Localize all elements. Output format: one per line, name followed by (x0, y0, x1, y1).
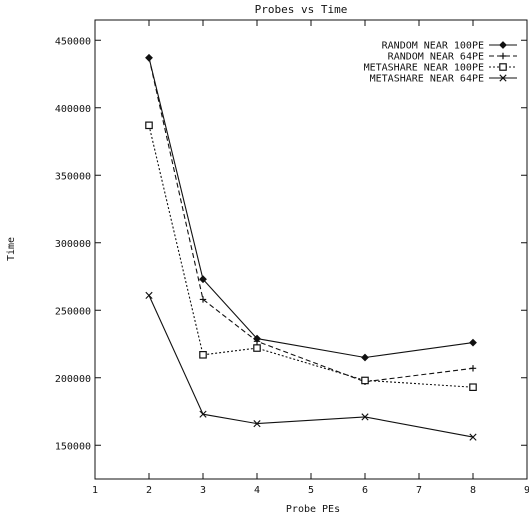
data-point (145, 121, 153, 130)
x-axis: 1 2 3 4 5 6 7 8 9 (92, 20, 529, 496)
x-tick-label: 9 (524, 485, 529, 496)
y-tick-label: 300000 (55, 239, 91, 250)
y-tick-label: 450000 (55, 36, 91, 47)
series-4 (145, 291, 477, 441)
legend-label: RANDOM NEAR 100PE (382, 41, 484, 52)
data-point (361, 376, 369, 385)
data-point (199, 410, 207, 418)
data-point (199, 351, 207, 359)
y-axis: 150000 200000 250000 300000 350000 400000 4500… (55, 36, 527, 452)
series-3 (145, 121, 477, 392)
data-point (253, 344, 261, 352)
chart-title: Probes vs Time (255, 3, 348, 16)
x-tick-label: 7 (416, 485, 422, 496)
series-2 (145, 54, 477, 385)
data-point (361, 413, 369, 421)
data-point (253, 338, 261, 345)
x-tick-label: 6 (362, 485, 368, 496)
x-axis-label: Probe PEs (286, 504, 340, 515)
data-point (469, 433, 477, 441)
y-tick-label: 400000 (55, 104, 91, 115)
series-line (148, 125, 474, 388)
x-tick-label: 1 (92, 485, 98, 496)
series-line (148, 57, 474, 359)
legend-label: METASHARE NEAR 64PE (370, 74, 484, 85)
legend-swatch-marker (499, 52, 507, 60)
series-1 (145, 53, 477, 362)
data-point (145, 54, 153, 61)
y-tick-label: 250000 (55, 306, 91, 317)
data-point (253, 420, 261, 428)
y-axis-label: Time (6, 237, 17, 261)
x-tick-label: 5 (308, 485, 314, 496)
legend-swatch-marker (499, 41, 507, 49)
data-point (469, 338, 477, 347)
plot-frame (94, 19, 528, 480)
x-tick-label: 4 (254, 485, 260, 496)
data-point (199, 296, 207, 303)
data-point (469, 365, 477, 372)
y-tick-label: 150000 (55, 441, 91, 452)
series-line (148, 295, 474, 438)
x-tick-label: 2 (146, 485, 152, 496)
y-tick-label: 350000 (55, 171, 91, 182)
data-point (199, 275, 207, 284)
x-tick-label: 8 (470, 485, 476, 496)
legend-swatch-marker (499, 63, 507, 71)
data-point (145, 291, 153, 299)
series-layer (145, 53, 477, 441)
legend-label: METASHARE NEAR 100PE (364, 63, 484, 74)
legend-swatch-marker (499, 74, 507, 82)
y-tick-label: 200000 (55, 374, 91, 385)
x-tick-label: 3 (200, 485, 206, 496)
data-point (469, 383, 477, 392)
legend-label: RANDOM NEAR 64PE (388, 52, 484, 63)
data-point (361, 353, 369, 362)
